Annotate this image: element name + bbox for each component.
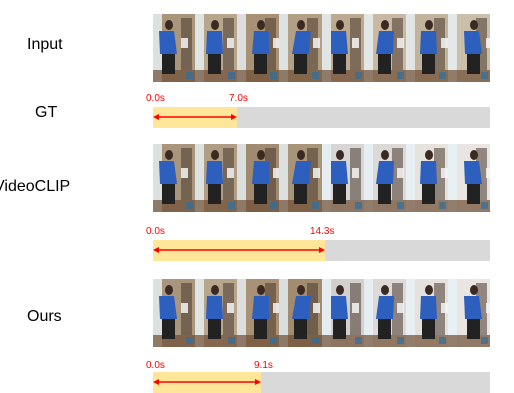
video-frame (448, 14, 490, 82)
videoclip-frame-strip (153, 144, 490, 212)
ours-start-time: 0.0s (146, 360, 165, 371)
gt-end-time: 7.0s (229, 93, 248, 104)
video-frame (322, 144, 365, 212)
video-frame (153, 144, 196, 212)
video-frame (153, 14, 196, 82)
video-frame (322, 279, 365, 347)
video-frame (279, 144, 322, 212)
video-frame (279, 279, 322, 347)
row-label-ours: Ours (27, 308, 62, 325)
ours-timeline-track (153, 372, 490, 393)
input-frame-strip (153, 14, 490, 82)
row-label-gt: GT (35, 104, 58, 121)
video-frame (448, 144, 490, 212)
video-frame (364, 144, 407, 212)
videoclip-timeline-track (153, 240, 490, 261)
video-frame (237, 144, 280, 212)
gt-start-time: 0.0s (146, 93, 165, 104)
row-label-input: Input (27, 36, 63, 53)
gt-timeline-track (153, 107, 490, 128)
video-frame (237, 279, 280, 347)
video-frame (237, 14, 280, 82)
video-frame (195, 144, 238, 212)
video-frame (364, 279, 407, 347)
video-frame (448, 279, 490, 347)
ours-segment-arrow (153, 379, 261, 385)
video-frame (364, 14, 407, 82)
video-frame (406, 14, 449, 82)
video-frame (406, 279, 449, 347)
video-frame (195, 14, 238, 82)
video-frame (153, 279, 196, 347)
video-frame (322, 14, 365, 82)
video-frame (406, 144, 449, 212)
video-frame (195, 279, 238, 347)
row-label-videoclip: VideoCLIP (0, 178, 71, 195)
videoclip-start-time: 0.0s (146, 226, 165, 237)
ours-frame-strip (153, 279, 490, 347)
video-frame (279, 14, 322, 82)
videoclip-segment-arrow (153, 247, 325, 253)
videoclip-end-time: 14.3s (310, 226, 335, 237)
gt-segment-arrow (153, 114, 237, 120)
ours-end-time: 9.1s (254, 360, 273, 371)
